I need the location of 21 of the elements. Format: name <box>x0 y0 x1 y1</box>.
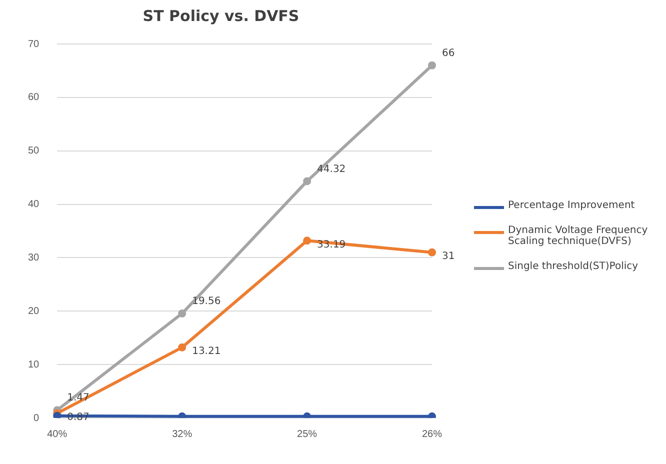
data-label: 66 <box>442 48 455 59</box>
y-tick-label: 60 <box>28 92 40 104</box>
y-tick-label: 30 <box>28 252 40 264</box>
chart-title: ST Policy vs. DVFS <box>142 6 300 25</box>
y-tick-label: 0 <box>34 412 40 424</box>
y-tick-label: 50 <box>28 146 40 157</box>
y-tick-label: 40 <box>28 199 40 210</box>
data-label: 44.32 <box>317 164 346 175</box>
x-tick-label: 26% <box>422 428 442 440</box>
y-tick-label: 10 <box>28 359 40 370</box>
legend-label: Dynamic Voltage Frequency Scaling technique(DVFS) <box>508 225 649 247</box>
legend-label: Single threshold(ST)Policy <box>508 261 638 272</box>
y-tick-label: 20 <box>28 306 40 317</box>
data-label: 13.21 <box>192 346 221 358</box>
y-tick-label: 70 <box>28 38 40 50</box>
data-label: 31 <box>442 250 455 262</box>
x-tick-label: 32% <box>172 428 192 440</box>
x-tick-label: 40% <box>47 428 68 440</box>
data-label: 19.56 <box>192 296 221 308</box>
legend-label: Percentage Improvement <box>508 200 635 211</box>
x-tick-label: 25% <box>297 428 318 440</box>
